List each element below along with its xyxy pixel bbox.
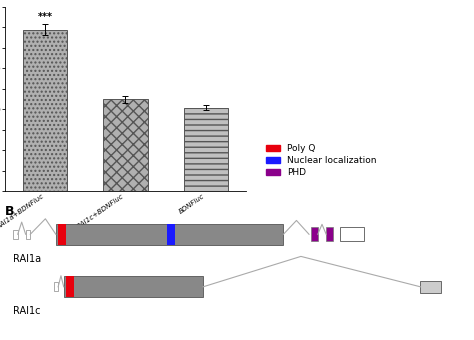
Legend: Poly Q, Nuclear localization, PHD: Poly Q, Nuclear localization, PHD <box>266 144 376 177</box>
Bar <box>58 224 66 245</box>
Text: RAI1a: RAI1a <box>13 254 41 264</box>
Bar <box>167 224 175 245</box>
Text: RAI1c: RAI1c <box>13 306 41 316</box>
Bar <box>103 99 147 191</box>
Bar <box>311 227 318 241</box>
Bar <box>326 227 333 241</box>
Bar <box>64 276 203 297</box>
Bar <box>26 230 30 239</box>
Bar <box>340 227 364 241</box>
Bar <box>13 230 18 239</box>
Bar <box>65 276 74 297</box>
Bar <box>420 281 441 293</box>
Bar <box>56 224 283 245</box>
Bar <box>54 283 58 291</box>
Bar <box>23 30 67 191</box>
Text: B: B <box>5 205 14 218</box>
Bar <box>184 107 228 191</box>
Text: ***: *** <box>37 12 53 21</box>
